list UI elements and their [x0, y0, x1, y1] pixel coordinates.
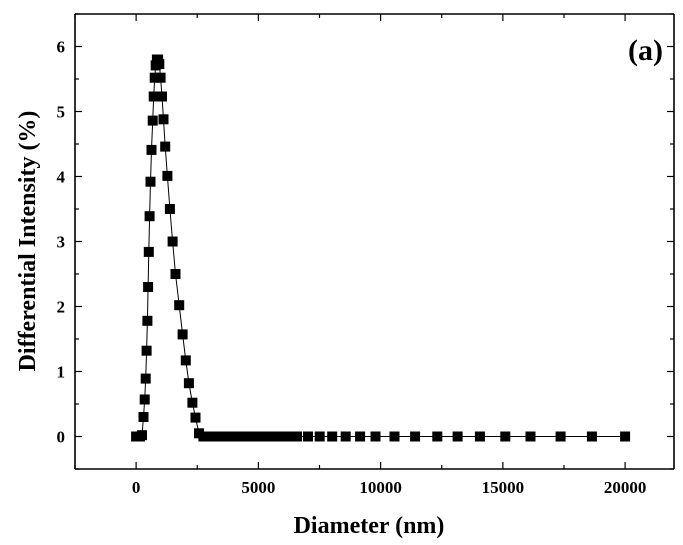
data-point	[155, 72, 166, 83]
data-point	[327, 431, 338, 442]
data-point	[474, 431, 485, 442]
x-tick-label: 15000	[482, 478, 525, 497]
data-point	[180, 355, 191, 366]
data-point	[620, 431, 631, 442]
data-point	[177, 329, 188, 340]
x-tick-label: 5000	[241, 478, 275, 497]
y-axis-title: Differential Intensity (%)	[15, 111, 41, 372]
data-point	[389, 431, 400, 442]
data-point	[144, 211, 155, 222]
ticks	[74, 13, 674, 470]
y-tick-label: 2	[57, 298, 66, 317]
x-tick-label: 20000	[604, 478, 647, 497]
data-point	[270, 431, 281, 442]
data-point	[245, 431, 256, 442]
data-point	[145, 176, 156, 187]
data-point	[142, 315, 153, 326]
data-point	[160, 141, 171, 152]
data-point	[139, 394, 150, 405]
data-point	[370, 431, 381, 442]
y-tick-label: 6	[57, 38, 66, 57]
data-point	[149, 72, 160, 83]
data-point	[410, 431, 421, 442]
data-point	[143, 246, 154, 257]
data-point	[284, 431, 295, 442]
data-point	[141, 345, 152, 356]
data-point	[355, 431, 366, 442]
data-point	[170, 269, 181, 279]
panel-label: (a)	[628, 34, 663, 67]
data-point	[140, 373, 151, 384]
data-point	[187, 397, 198, 408]
data-point	[340, 431, 351, 442]
data-point	[143, 282, 154, 292]
data-point	[164, 204, 175, 214]
data-point	[500, 431, 511, 442]
data-point	[174, 300, 185, 311]
series-line	[136, 59, 626, 437]
data-point	[157, 91, 167, 102]
tick-labels: 0 5000 10000 15000 20000 0 1 2 3 4 5 6	[57, 38, 647, 498]
data-point	[148, 91, 159, 102]
data-point	[314, 431, 325, 442]
x-tick-label: 0	[132, 478, 141, 497]
data-point	[251, 431, 262, 442]
data-point	[158, 114, 169, 125]
y-tick-label: 1	[57, 363, 66, 382]
y-tick-label: 0	[57, 428, 66, 447]
data-point	[586, 431, 597, 442]
y-tick-label: 4	[57, 168, 66, 187]
data-point	[162, 170, 173, 181]
data-point	[257, 431, 268, 442]
data-point	[183, 378, 194, 389]
data-point	[235, 431, 246, 442]
data-point	[190, 412, 201, 423]
data-point	[263, 431, 274, 442]
data-point	[432, 431, 443, 442]
data-point	[137, 430, 147, 441]
x-axis-title: Diameter (nm)	[294, 513, 445, 539]
data-point	[167, 236, 178, 247]
y-tick-label: 5	[57, 103, 66, 122]
data-point	[525, 431, 536, 442]
y-tick-label: 3	[57, 233, 66, 252]
data-point	[138, 412, 149, 422]
data-point	[277, 431, 288, 442]
series	[131, 54, 631, 442]
data-point	[555, 431, 566, 442]
data-point	[154, 59, 165, 70]
data-point	[147, 115, 158, 126]
x-tick-label: 10000	[359, 478, 402, 497]
data-point	[292, 431, 302, 442]
data-point	[452, 431, 463, 442]
data-point	[146, 144, 157, 155]
data-point	[303, 431, 313, 442]
data-point	[240, 431, 251, 442]
